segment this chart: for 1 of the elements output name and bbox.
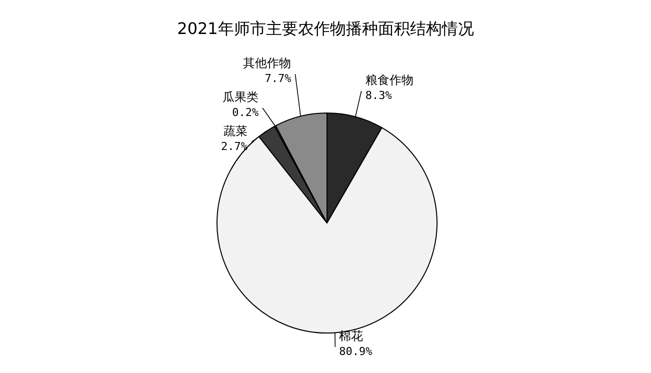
title: 2021年师市主要农作物播种面积结构情况 [177, 19, 474, 38]
